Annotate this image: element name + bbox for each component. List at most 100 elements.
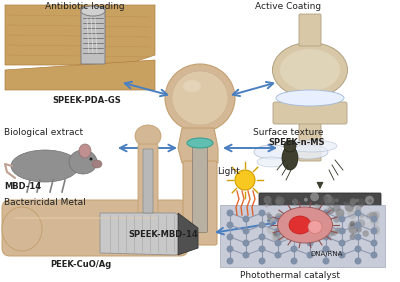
Circle shape: [275, 232, 280, 237]
Circle shape: [281, 215, 285, 219]
Circle shape: [315, 218, 319, 222]
Circle shape: [274, 215, 282, 222]
Circle shape: [316, 204, 321, 210]
Circle shape: [340, 200, 344, 204]
Circle shape: [338, 215, 346, 222]
Ellipse shape: [289, 216, 311, 234]
Circle shape: [290, 210, 298, 217]
Circle shape: [357, 199, 365, 207]
Circle shape: [370, 228, 378, 235]
Circle shape: [320, 196, 329, 205]
Circle shape: [258, 257, 266, 265]
Circle shape: [258, 233, 266, 241]
Circle shape: [336, 209, 344, 217]
Circle shape: [266, 212, 271, 217]
Circle shape: [275, 197, 284, 206]
Circle shape: [310, 227, 318, 235]
Circle shape: [368, 212, 374, 217]
Circle shape: [288, 209, 294, 214]
Circle shape: [356, 227, 361, 232]
Circle shape: [365, 223, 370, 228]
Circle shape: [332, 204, 340, 212]
Circle shape: [275, 213, 283, 221]
Circle shape: [356, 199, 359, 202]
Circle shape: [331, 227, 336, 232]
Polygon shape: [220, 205, 385, 267]
Circle shape: [290, 257, 298, 265]
Text: Photothermal catalyst: Photothermal catalyst: [240, 271, 340, 280]
Circle shape: [372, 225, 380, 234]
Circle shape: [242, 228, 250, 235]
Circle shape: [274, 232, 277, 235]
Ellipse shape: [288, 145, 328, 159]
Circle shape: [335, 228, 341, 233]
Circle shape: [350, 201, 356, 207]
Circle shape: [354, 257, 362, 265]
Circle shape: [273, 234, 281, 242]
Circle shape: [242, 215, 250, 222]
Circle shape: [370, 215, 378, 222]
FancyBboxPatch shape: [192, 142, 208, 232]
Circle shape: [274, 252, 282, 259]
Circle shape: [290, 246, 298, 252]
Circle shape: [242, 252, 250, 259]
Polygon shape: [100, 213, 198, 255]
Circle shape: [258, 210, 266, 217]
Circle shape: [330, 231, 335, 235]
Circle shape: [345, 202, 354, 212]
FancyBboxPatch shape: [299, 14, 321, 46]
FancyBboxPatch shape: [2, 200, 188, 256]
Circle shape: [306, 239, 314, 246]
Circle shape: [295, 230, 303, 239]
Circle shape: [272, 233, 280, 241]
Circle shape: [295, 213, 303, 220]
Text: Antibiotic loading: Antibiotic loading: [45, 2, 125, 11]
Circle shape: [292, 233, 296, 237]
Circle shape: [326, 217, 332, 223]
Circle shape: [226, 246, 234, 252]
Circle shape: [337, 212, 344, 219]
Circle shape: [277, 212, 282, 218]
Circle shape: [310, 218, 317, 225]
Text: Bactericidal Metal: Bactericidal Metal: [4, 198, 86, 207]
Circle shape: [274, 228, 282, 235]
Ellipse shape: [2, 207, 42, 251]
FancyBboxPatch shape: [299, 119, 321, 161]
Circle shape: [267, 225, 276, 234]
Circle shape: [290, 233, 298, 241]
Circle shape: [322, 221, 330, 228]
Circle shape: [375, 230, 380, 235]
Circle shape: [343, 201, 347, 205]
Circle shape: [299, 208, 305, 215]
Ellipse shape: [254, 145, 290, 159]
Circle shape: [322, 246, 330, 252]
Circle shape: [350, 233, 356, 240]
Ellipse shape: [69, 150, 97, 174]
Polygon shape: [178, 128, 218, 163]
Circle shape: [298, 218, 302, 222]
Circle shape: [348, 223, 354, 229]
Circle shape: [305, 222, 310, 227]
Circle shape: [258, 246, 266, 252]
Circle shape: [304, 207, 308, 211]
Circle shape: [276, 232, 285, 241]
Circle shape: [327, 207, 334, 214]
Circle shape: [279, 226, 283, 231]
Ellipse shape: [137, 211, 159, 229]
Circle shape: [330, 229, 337, 236]
Ellipse shape: [165, 64, 235, 132]
Circle shape: [274, 219, 279, 223]
Circle shape: [362, 230, 369, 237]
Circle shape: [90, 158, 92, 160]
Circle shape: [267, 217, 275, 225]
Circle shape: [354, 246, 362, 252]
Circle shape: [370, 239, 378, 246]
Ellipse shape: [183, 80, 201, 92]
Circle shape: [265, 204, 268, 208]
Circle shape: [333, 216, 340, 223]
Ellipse shape: [287, 140, 337, 152]
Circle shape: [315, 212, 325, 221]
Circle shape: [306, 215, 314, 222]
Circle shape: [295, 220, 302, 227]
Circle shape: [291, 221, 300, 231]
